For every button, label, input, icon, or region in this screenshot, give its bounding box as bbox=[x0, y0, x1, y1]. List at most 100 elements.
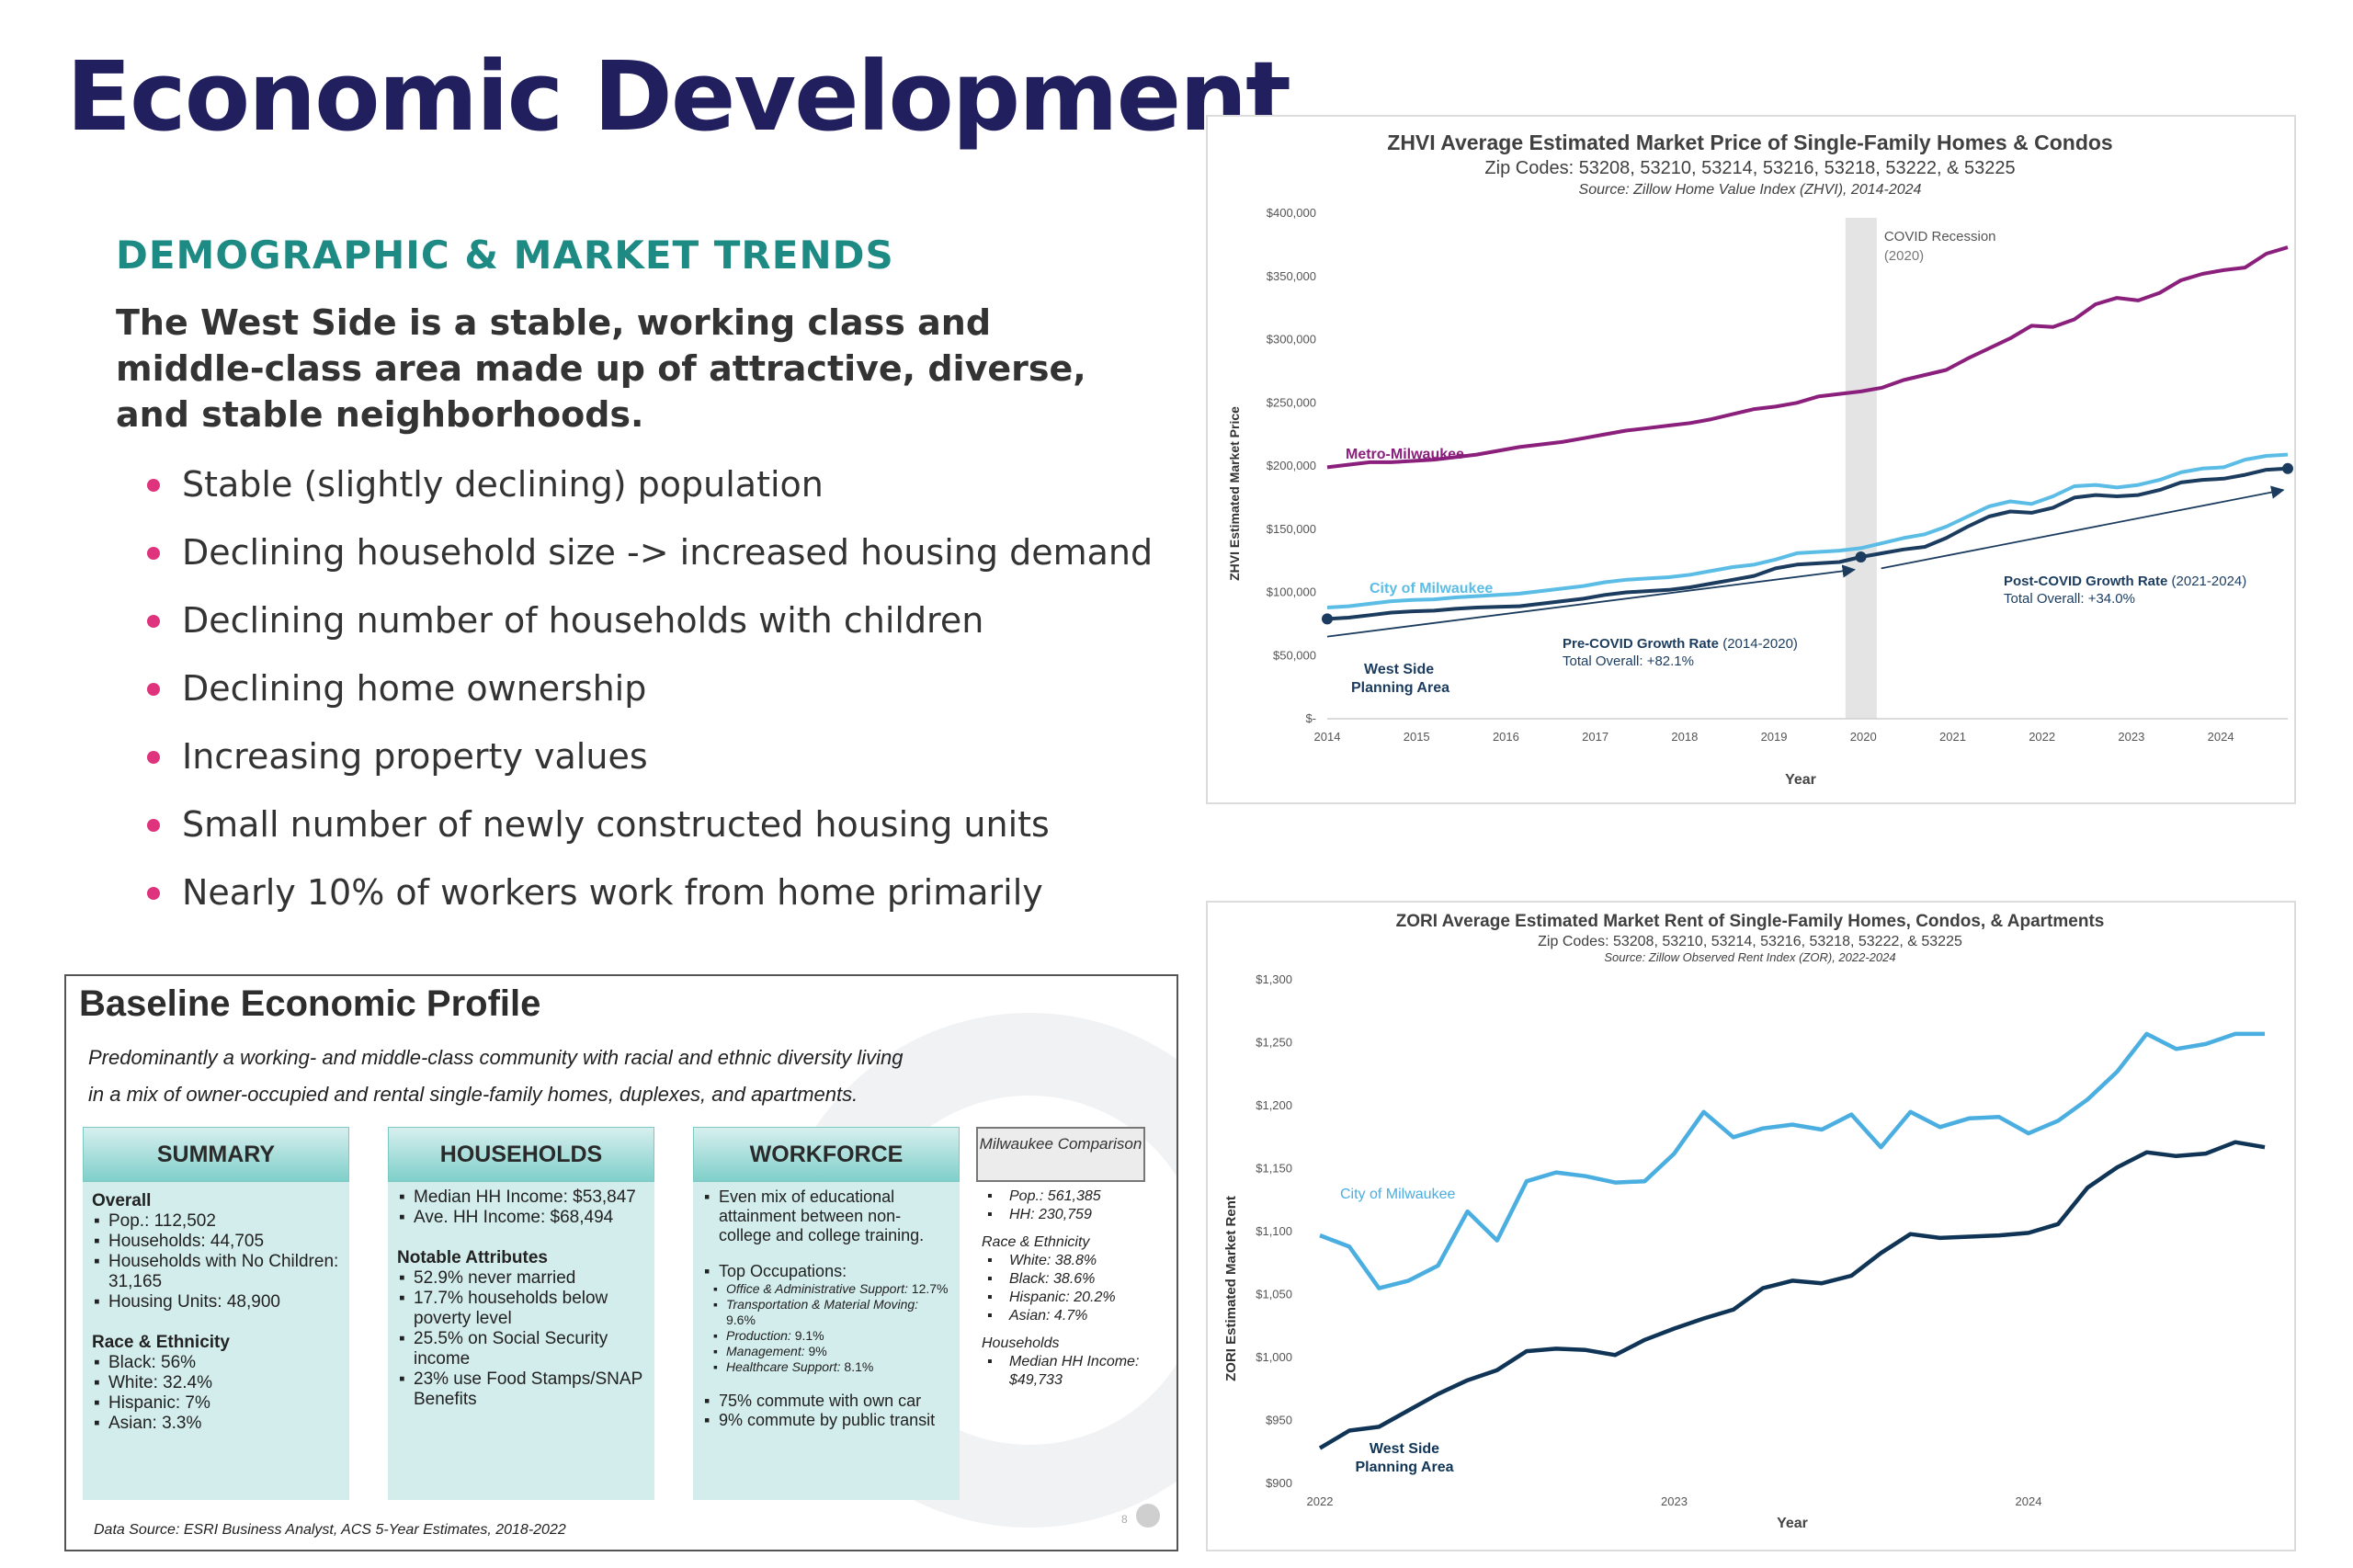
race-heading: Race & Ethnicity bbox=[982, 1234, 1090, 1250]
zori-chart: ZORI Average Estimated Market Rent of Si… bbox=[1223, 912, 2266, 1531]
data-source: Data Source: ESRI Business Analyst, ACS … bbox=[94, 1522, 566, 1538]
x-tick-label: 2023 bbox=[1661, 1494, 1688, 1508]
post-covid-trend-arrow bbox=[1881, 485, 2285, 570]
list-item: Median HH Income: $49,733 bbox=[982, 1353, 1140, 1390]
pre-covid-label: Pre-COVID Growth Rate (2014-2020) bbox=[1563, 636, 1798, 652]
x-tick-label: 2024 bbox=[2016, 1494, 2042, 1508]
x-tick-label: 2019 bbox=[1761, 730, 1788, 744]
workforce-column: WORKFORCE Even mix of educational attain… bbox=[693, 1127, 960, 1500]
list-item: Declining household size -> increased ho… bbox=[147, 528, 1153, 596]
intro-text: The West Side is a stable, working class… bbox=[116, 302, 1086, 435]
y-axis-label: ZHVI Estimated Market Price bbox=[1227, 406, 1242, 581]
list-item: Households with No Children: 31,165 bbox=[92, 1252, 340, 1292]
list-item: White: 38.8% bbox=[982, 1252, 1140, 1270]
list-item: 17.7% households below poverty level bbox=[397, 1289, 645, 1329]
x-tick-label: 2016 bbox=[1493, 730, 1519, 744]
chart-title: ZHVI Average Estimated Market Price of S… bbox=[1387, 131, 2112, 154]
y-tick-label: $350,000 bbox=[1267, 269, 1316, 283]
covid-recession-band bbox=[1845, 218, 1877, 719]
race-heading: Race & Ethnicity bbox=[92, 1333, 230, 1352]
chart-subtitle: Zip Codes: 53208, 53210, 53214, 53216, 5… bbox=[1538, 934, 1962, 949]
chart-title: ZORI Average Estimated Market Rent of Si… bbox=[1396, 912, 2105, 931]
west-point-marker bbox=[1855, 551, 1867, 562]
list-item: White: 32.4% bbox=[92, 1373, 340, 1393]
page-number: 8 bbox=[1121, 1513, 1128, 1526]
metro-label: Metro-Milwaukee bbox=[1346, 447, 1464, 462]
x-tick-label: 2017 bbox=[1582, 730, 1608, 744]
y-tick-label: $200,000 bbox=[1267, 459, 1316, 472]
occupation-item: Transportation & Material Moving: 9.6% bbox=[702, 1297, 950, 1328]
x-tick-label: 2024 bbox=[2208, 730, 2234, 744]
profile-subtitle-1: Predominantly a working- and middle-clas… bbox=[88, 1046, 904, 1069]
x-tick-label: 2014 bbox=[1314, 730, 1341, 744]
summary-header: SUMMARY bbox=[83, 1127, 349, 1182]
list-item: Even mix of educational attainment betwe… bbox=[702, 1187, 950, 1245]
list-item: Declining home ownership bbox=[147, 664, 1153, 732]
section-heading: DEMOGRAPHIC & MARKET TRENDS bbox=[116, 233, 894, 278]
post-covid-total: Total Overall: +34.0% bbox=[2004, 591, 2135, 607]
x-tick-label: 2015 bbox=[1404, 730, 1430, 744]
y-axis-label: ZORI Estimated Market Rent bbox=[1223, 1196, 1239, 1381]
chart-subtitle: Zip Codes: 53208, 53210, 53214, 53216, 5… bbox=[1484, 158, 2015, 178]
x-tick-label: 2021 bbox=[1939, 730, 1966, 744]
x-tick-label: 2023 bbox=[2118, 730, 2144, 744]
list-item: Small number of newly constructed housin… bbox=[147, 800, 1153, 868]
occupations-heading: Top Occupations: bbox=[702, 1262, 950, 1281]
bullet-dot-icon bbox=[147, 819, 160, 832]
y-tick-label: $50,000 bbox=[1273, 648, 1316, 662]
y-tick-label: $1,100 bbox=[1256, 1224, 1292, 1238]
y-tick-label: $950 bbox=[1266, 1414, 1292, 1427]
series-line-1 bbox=[1318, 1140, 2266, 1450]
bullet-dot-icon bbox=[147, 615, 160, 628]
occupation-item: Healthcare Support: 8.1% bbox=[702, 1359, 950, 1375]
list-item: Stable (slightly declining) population bbox=[147, 460, 1153, 528]
list-item: Declining number of households with chil… bbox=[147, 596, 1153, 664]
bullet-dot-icon bbox=[147, 547, 160, 560]
y-tick-label: $250,000 bbox=[1267, 395, 1316, 409]
x-tick-label: 2022 bbox=[1307, 1494, 1334, 1508]
x-axis-label: Year bbox=[1777, 1516, 1808, 1531]
y-tick-label: $1,050 bbox=[1256, 1288, 1292, 1301]
overall-heading: Overall bbox=[92, 1191, 152, 1210]
y-tick-label: $1,150 bbox=[1256, 1162, 1292, 1176]
profile-title: Baseline Economic Profile bbox=[79, 983, 541, 1024]
list-item: 75% commute with own car bbox=[702, 1392, 950, 1411]
west-label-2: Planning Area bbox=[1351, 680, 1449, 696]
bullet-dot-icon bbox=[147, 751, 160, 764]
chart-source: Source: Zillow Observed Rent Index (ZOR)… bbox=[1604, 950, 1895, 964]
series-line-1 bbox=[1326, 452, 2289, 609]
y-tick-label: $100,000 bbox=[1267, 585, 1316, 599]
west-point-marker bbox=[2282, 462, 2293, 474]
trend-list: Stable (slightly declining) population D… bbox=[147, 460, 1153, 936]
list-item: Hispanic: 7% bbox=[92, 1393, 340, 1414]
list-item: Ave. HH Income: $68,494 bbox=[397, 1208, 645, 1228]
list-item: 52.9% never married bbox=[397, 1268, 645, 1289]
chart-source: Source: Zillow Home Value Index (ZHVI), … bbox=[1579, 182, 1922, 198]
milwaukee-header: Milwaukee Comparison bbox=[976, 1127, 1145, 1182]
post-covid-label: Post-COVID Growth Rate (2021-2024) bbox=[2004, 574, 2246, 589]
households-column: HOUSEHOLDS Median HH Income: $53,847 Ave… bbox=[388, 1127, 654, 1500]
series-line-2 bbox=[1326, 466, 2289, 621]
list-item: Asian: 4.7% bbox=[982, 1307, 1140, 1325]
pre-covid-trend-arrow bbox=[1326, 564, 1856, 638]
list-item: HH: 230,759 bbox=[982, 1206, 1140, 1224]
list-item: 9% commute by public transit bbox=[702, 1411, 950, 1430]
bullet-dot-icon bbox=[147, 683, 160, 696]
bullet-dot-icon bbox=[147, 887, 160, 900]
y-tick-label: $150,000 bbox=[1267, 522, 1316, 536]
baseline-profile-panel: Baseline Economic Profile Predominantly … bbox=[64, 974, 1178, 1551]
list-item: Nearly 10% of workers work from home pri… bbox=[147, 868, 1153, 936]
city-label: City of Milwaukee bbox=[1370, 581, 1493, 597]
list-item: Hispanic: 20.2% bbox=[982, 1289, 1140, 1307]
list-item: 25.5% on Social Security income bbox=[397, 1329, 645, 1369]
list-item: Pop.: 112,502 bbox=[92, 1211, 340, 1232]
y-tick-label: $1,250 bbox=[1256, 1036, 1292, 1050]
list-item: Housing Units: 48,900 bbox=[92, 1292, 340, 1312]
list-item: 23% use Food Stamps/SNAP Benefits bbox=[397, 1369, 645, 1410]
y-tick-label: $- bbox=[1305, 711, 1316, 725]
west-label-2: Planning Area bbox=[1356, 1460, 1454, 1475]
y-tick-label: $1,000 bbox=[1256, 1350, 1292, 1364]
x-tick-label: 2022 bbox=[2029, 730, 2055, 744]
y-tick-label: $300,000 bbox=[1267, 333, 1316, 347]
recession-label: COVID Recession bbox=[1884, 229, 1996, 244]
